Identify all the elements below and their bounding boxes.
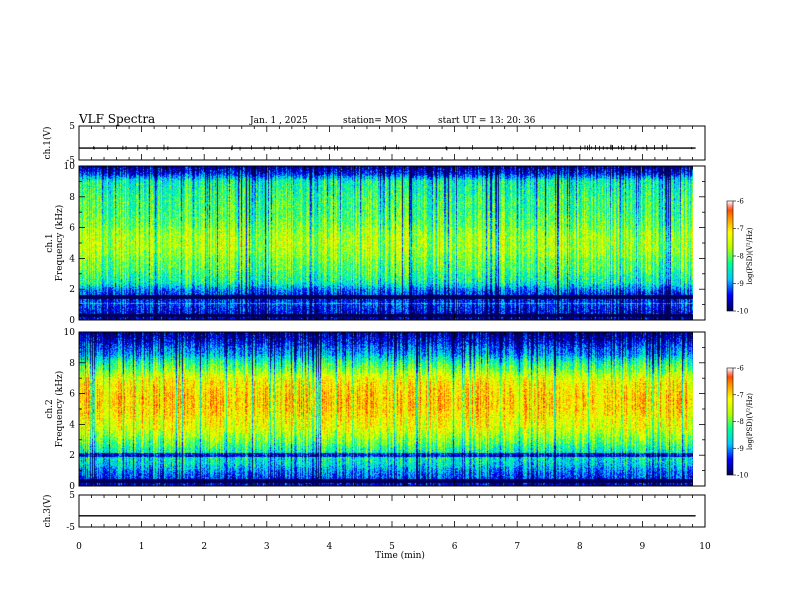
ch2-spectrogram-image — [79, 332, 693, 486]
ch1-spectrogram-colorbar-label: log(PSD)(V²/Hz) — [746, 227, 754, 284]
ch2-spectrogram-ylabel-channel: ch.2 — [45, 399, 55, 418]
ch2-spectrogram-ytick-label: 4 — [69, 420, 75, 430]
x-tick-label: 8 — [577, 542, 583, 552]
x-tick-label: 9 — [640, 542, 646, 552]
ch1-spectrogram-colorbar-tick-label: -9 — [737, 280, 744, 288]
x-tick-label: 10 — [699, 542, 711, 552]
x-tick-label: 0 — [76, 542, 82, 552]
ch1-waveform-ylabel: ch.1(V) — [42, 127, 53, 160]
ch2-spectrogram-ytick-label: 10 — [64, 328, 76, 338]
ch3-waveform-ylabel: ch.3(V) — [42, 495, 53, 528]
ch1-spectrogram-colorbar-tick-label: -7 — [737, 225, 744, 233]
ch1-spectrogram-ylabel-channel: ch.1 — [45, 233, 55, 252]
ch3-waveform-ytick-label: -5 — [66, 523, 75, 533]
station-label: station= MOS — [343, 116, 407, 126]
x-tick-label: 5 — [389, 542, 395, 552]
ch1-spectrogram-colorbar-tick-label: -6 — [737, 198, 744, 206]
ch2-spectrogram-colorbar-tick-label: -9 — [737, 445, 744, 453]
ch1-spectrogram-ytick-label: 8 — [69, 193, 75, 203]
ch1-waveform-ytick-label: -5 — [66, 156, 75, 166]
ch1-spectrogram-ytick-label: 6 — [69, 224, 75, 234]
ch2-spectrogram-ytick-label: 0 — [69, 482, 75, 492]
x-tick-label: 1 — [139, 542, 145, 552]
ch2-spectrogram-ytick-label: 2 — [69, 451, 75, 461]
ch1-spectrogram-ytick-label: 0 — [69, 316, 75, 326]
ch2-spectrogram-colorbar-label: log(PSD)(V²/Hz) — [746, 393, 754, 450]
x-tick-label: 4 — [327, 542, 333, 552]
ch1-waveform-ytick-label: 5 — [69, 122, 75, 132]
start-time-label: start UT = 13: 20: 36 — [438, 116, 536, 126]
figure-title: VLF Spectra — [78, 112, 155, 126]
x-axis-label: Time (min) — [375, 550, 425, 561]
ch2-colorbar — [727, 368, 733, 475]
ch2-spectrogram-colorbar-tick-label: -8 — [737, 418, 744, 426]
ch1-spectrogram-image — [79, 166, 693, 320]
ch1-spectrogram-ytick-label: 2 — [69, 285, 75, 295]
x-tick-label: 2 — [201, 542, 207, 552]
x-tick-label: 6 — [452, 542, 458, 552]
ch3-waveform-ytick-label: 5 — [69, 491, 75, 501]
ch2-spectrogram-colorbar-tick-label: -7 — [737, 391, 744, 399]
ch1-colorbar — [727, 201, 733, 311]
ch1-spectrogram-ylabel-frequency: Frequency (kHz) — [54, 205, 65, 282]
ch1-spectrogram-ytick-label: 10 — [64, 162, 76, 172]
ch2-spectrogram-ytick-label: 8 — [69, 359, 75, 369]
x-tick-label: 7 — [514, 542, 520, 552]
ch2-spectrogram-colorbar-tick-label: -6 — [737, 365, 744, 373]
ch1-spectrogram-ytick-label: 4 — [69, 254, 75, 264]
date-label: Jan. 1 , 2025 — [249, 116, 308, 126]
ch2-spectrogram-colorbar-tick-label: -10 — [737, 472, 748, 480]
ch2-spectrogram-ylabel-frequency: Frequency (kHz) — [54, 371, 65, 448]
ch1-spectrogram-colorbar-tick-label: -8 — [737, 253, 744, 261]
ch1-spectrogram-colorbar-tick-label: -10 — [737, 308, 748, 316]
ch2-spectrogram-ytick-label: 6 — [69, 390, 75, 400]
x-tick-label: 3 — [264, 542, 270, 552]
